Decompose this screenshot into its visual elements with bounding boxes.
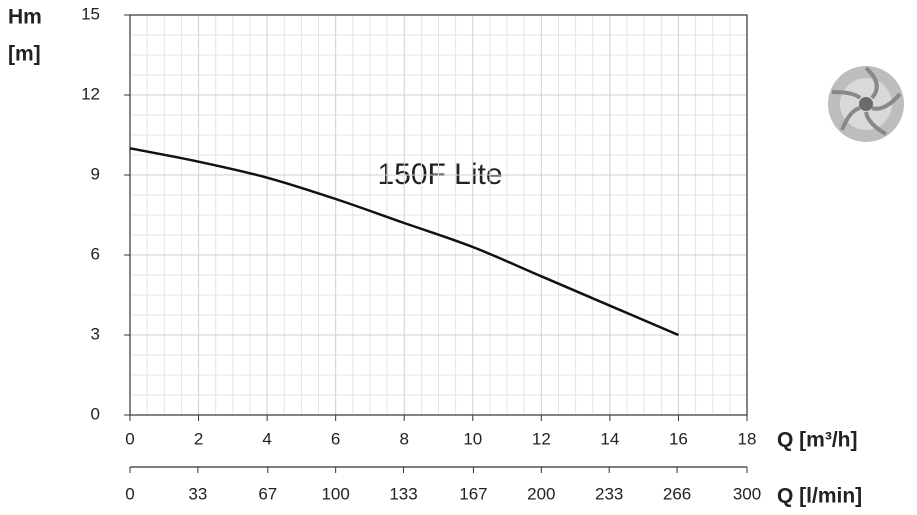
x2-tick-label: 300 — [733, 484, 761, 503]
x2-tick-label: 0 — [125, 484, 134, 503]
x-tick-label: 18 — [738, 429, 757, 448]
y-tick-label: 3 — [91, 324, 100, 343]
x-tick-label: 6 — [331, 429, 340, 448]
x2-tick-label: 133 — [389, 484, 417, 503]
x-tick-label: 8 — [399, 429, 408, 448]
annotation: 150F Lite — [377, 158, 502, 191]
y-axis-label: Hm — [8, 6, 42, 29]
x-tick-label: 10 — [463, 429, 482, 448]
pump-curve — [129, 147, 679, 337]
x2-tick-label: 33 — [188, 484, 207, 503]
x2-tick-label: 200 — [527, 484, 555, 503]
impeller-hub — [859, 97, 873, 111]
x2-axis-label: Q [l/min] — [777, 485, 862, 508]
impeller-vanes — [831, 66, 902, 136]
x-tick-label: 2 — [194, 429, 203, 448]
y-tick-label: 9 — [91, 164, 100, 183]
y-tick-label: 6 — [91, 244, 100, 263]
y-tick-label: 0 — [91, 404, 100, 423]
x2-tick-label: 67 — [258, 484, 277, 503]
x-tick-label: 12 — [532, 429, 551, 448]
x-tick-label: 14 — [600, 429, 619, 448]
impeller-icon — [828, 66, 904, 142]
y-tick-label: 15 — [81, 4, 100, 23]
y-tick-label: 12 — [81, 84, 100, 103]
x-axis-label: Q [m³/h] — [777, 429, 857, 452]
y-axis-unit: [m] — [8, 43, 41, 66]
x-tick-label: 4 — [262, 429, 271, 448]
plot-frame — [129, 14, 748, 416]
x-tick-label: 16 — [669, 429, 688, 448]
x2-tick-label: 167 — [459, 484, 487, 503]
x2-tick-label: 266 — [663, 484, 691, 503]
x2-tick-label: 100 — [321, 484, 349, 503]
x2-tick-label: 233 — [595, 484, 623, 503]
x-tick-label: 0 — [125, 429, 134, 448]
